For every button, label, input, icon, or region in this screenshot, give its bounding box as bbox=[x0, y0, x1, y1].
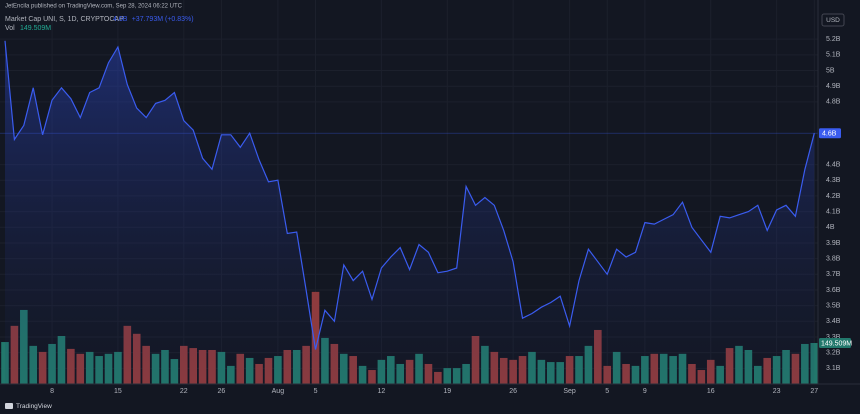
y-tick-label: 5.2B bbox=[826, 36, 841, 43]
volume-name: Vol bbox=[5, 25, 15, 32]
volume-value-box bbox=[819, 337, 851, 348]
last-value-box bbox=[819, 128, 841, 139]
brand: TradingView bbox=[16, 403, 52, 410]
y-tick-label: 3.3B bbox=[826, 334, 841, 341]
x-tick-label: 23 bbox=[773, 388, 781, 395]
y-tick-label: 3.4B bbox=[826, 318, 841, 325]
x-tick-label: 5 bbox=[314, 388, 318, 395]
volume-value-label: 149.509M bbox=[821, 340, 852, 347]
y-tick-label: 3.8B bbox=[826, 255, 841, 262]
y-tick-label: 4.4B bbox=[826, 161, 841, 168]
volume-bar bbox=[311, 291, 320, 384]
y-tick-label: 3.9B bbox=[826, 240, 841, 247]
publisher: JetEncila published on TradingView.com, … bbox=[5, 4, 183, 10]
x-tick-label: 16 bbox=[707, 388, 715, 395]
y-tick-label: 4.2B bbox=[826, 193, 841, 200]
x-tick-label: 15 bbox=[114, 388, 122, 395]
x-tick-label: 26 bbox=[218, 388, 226, 395]
plot bbox=[0, 40, 818, 385]
x-tick-label: 9 bbox=[643, 388, 647, 395]
x-tick-label: Aug bbox=[272, 388, 285, 395]
y-tick-label: 4.9B bbox=[826, 83, 841, 90]
x-tick-label: Sep bbox=[563, 388, 576, 395]
axes: 5.2B 5.1B 5B 4.9B 4.8B 4.4B 4.3B 4.2B 4.1B 4B 3.9B… bbox=[50, 36, 852, 395]
logo bbox=[5, 403, 13, 409]
x-tick-label: 5 bbox=[605, 388, 609, 395]
legend-change: +37.793M (+0.83%) bbox=[132, 16, 194, 23]
x-tick-label: 12 bbox=[378, 388, 386, 395]
y-tick-label: 4.1B bbox=[826, 208, 841, 215]
currency[interactable]: USD bbox=[826, 17, 840, 24]
y-tick-label: 3.1B bbox=[826, 365, 841, 372]
y-tick-label: 4.3B bbox=[826, 177, 841, 184]
x-tick-label: 22 bbox=[180, 388, 188, 395]
y-tick-label: 5B bbox=[826, 67, 835, 74]
y-tick-label: 3.5B bbox=[826, 302, 841, 309]
legend-value: 4.6B bbox=[113, 16, 128, 23]
y-tick-label: 4B bbox=[826, 224, 835, 231]
y-tick-label: 3.6B bbox=[826, 287, 841, 294]
last-value-label: 4.6B bbox=[822, 131, 837, 138]
chart-title: Market Cap UNI, S, 1D, CRYPTOCAP bbox=[5, 16, 124, 23]
y-tick-label: 5.1B bbox=[826, 52, 841, 59]
x-tick-label: 26 bbox=[509, 388, 517, 395]
area bbox=[5, 40, 815, 385]
x-tick-label: 8 bbox=[50, 388, 54, 395]
line bbox=[4, 40, 815, 350]
y-tick-label: 3.2B bbox=[826, 349, 841, 356]
y-tick-label: 4.8B bbox=[826, 99, 841, 106]
volume-value: 149.509M bbox=[20, 25, 51, 32]
x-tick-label: 27 bbox=[810, 388, 818, 395]
x-tick-label: 19 bbox=[443, 388, 451, 395]
y-tick-label: 3.7B bbox=[826, 271, 841, 278]
currency-box[interactable] bbox=[821, 13, 845, 27]
